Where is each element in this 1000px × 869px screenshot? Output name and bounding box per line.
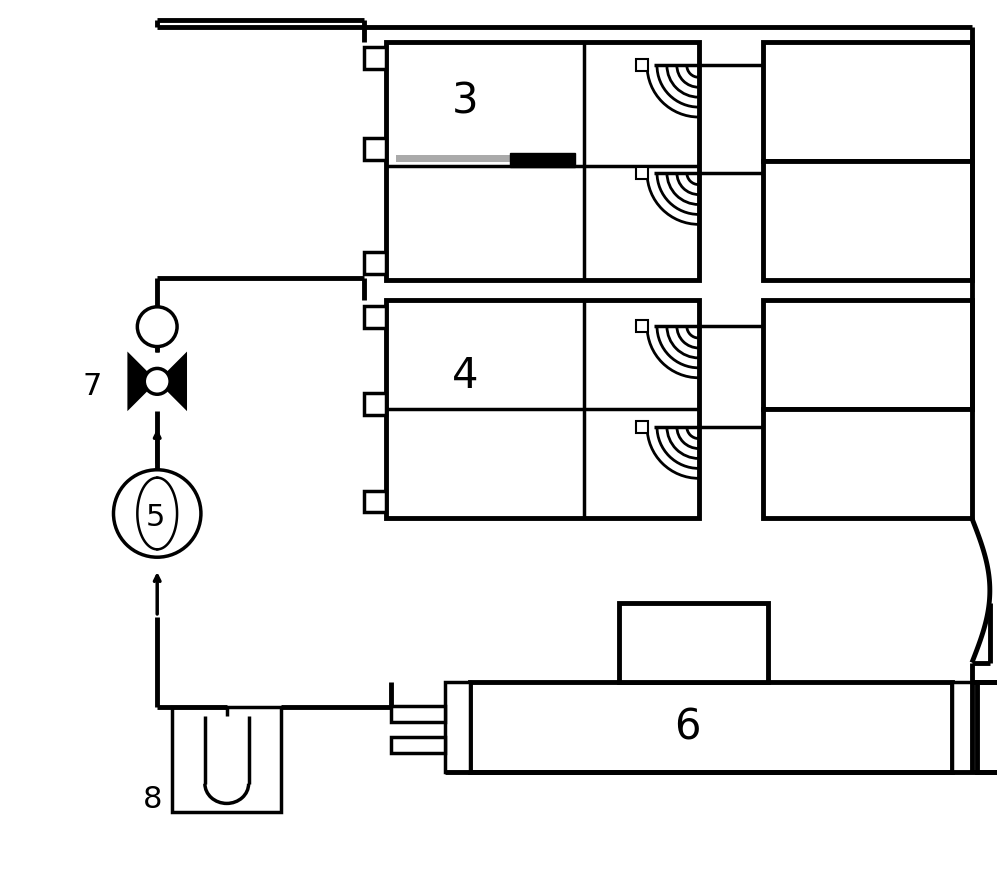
Bar (952, 682, 977, 772)
Text: 8: 8 (142, 786, 162, 814)
Bar (636, 59, 648, 71)
Text: 7: 7 (83, 372, 102, 401)
Bar (391, 706, 445, 721)
Bar (470, 682, 952, 772)
Bar (386, 300, 699, 519)
Text: 5: 5 (146, 503, 165, 532)
Text: 4: 4 (452, 355, 478, 397)
Bar (172, 707, 281, 812)
Bar (386, 42, 699, 280)
Bar (445, 682, 470, 772)
Bar (619, 603, 768, 682)
Bar (636, 421, 648, 433)
Bar (364, 252, 386, 274)
Bar (391, 737, 445, 753)
Bar (396, 155, 565, 162)
Bar (364, 491, 386, 513)
Bar (510, 153, 575, 167)
Bar (763, 409, 972, 519)
Circle shape (113, 470, 201, 557)
Bar (364, 138, 386, 160)
Bar (763, 161, 972, 280)
Bar (364, 48, 386, 70)
Bar (364, 306, 386, 328)
Text: 3: 3 (452, 80, 479, 123)
Bar (763, 42, 972, 161)
Circle shape (144, 368, 170, 395)
Bar (636, 167, 648, 179)
Polygon shape (127, 352, 157, 411)
Bar (763, 300, 972, 409)
Polygon shape (157, 352, 187, 411)
Bar (636, 320, 648, 332)
Bar (977, 682, 1000, 772)
Circle shape (137, 307, 177, 347)
Bar (364, 394, 386, 415)
Text: 6: 6 (674, 706, 700, 748)
